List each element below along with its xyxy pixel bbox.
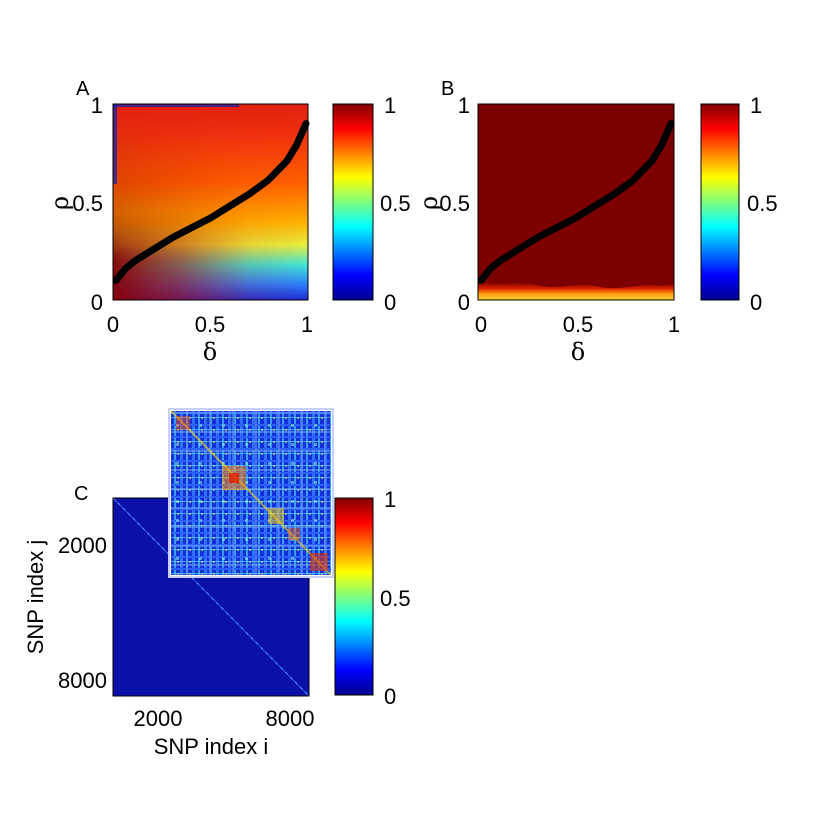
- panel-a-colorbar-tick: 1: [384, 93, 396, 118]
- panel-b-ytick: 1: [458, 93, 470, 118]
- panel-a-xtick: 0: [107, 312, 119, 337]
- panel-b-colorbar-tick: 1: [750, 93, 762, 118]
- panel-c-x-ticks: 2000 8000: [134, 706, 315, 731]
- panel-b-heatmap: [477, 103, 675, 301]
- panel-a: A 1 0.5 0 0 0.5 1 δ ρ 1 0.5 0: [46, 78, 411, 366]
- panel-b-xtick: 0.5: [563, 312, 594, 337]
- panel-c-colorbar-tick: 0.5: [380, 586, 411, 611]
- panel-c-colorbar: 1 0.5 0: [334, 487, 411, 709]
- panel-c-ytick: 2000: [58, 533, 107, 558]
- panel-b-ytick: 0.5: [439, 191, 470, 216]
- panel-b-colorbar: 1 0.5 0: [700, 93, 778, 315]
- panel-a-ytick: 0: [91, 290, 103, 315]
- panel-a-xtick: 0.5: [195, 312, 226, 337]
- panel-c-ylabel: SNP index j: [23, 540, 48, 655]
- panel-b-x-ticks: 0 0.5 1: [475, 312, 680, 337]
- panel-b-ylabel: ρ: [415, 196, 443, 210]
- panel-a-xtick: 1: [301, 312, 313, 337]
- panel-c-xtick: 2000: [134, 706, 183, 731]
- panel-a-colorbar: 1 0.5 0: [332, 93, 411, 315]
- panel-b-letter: B: [441, 78, 454, 100]
- panel-a-ytick: 0.5: [72, 191, 103, 216]
- panel-c-colorbar-tick: 1: [384, 487, 396, 512]
- panel-a-letter: A: [76, 78, 90, 100]
- panel-b: B 1 0.5 0 0 0.5 1 δ ρ 1 0.5 0: [415, 78, 778, 366]
- panel-a-colorbar-tick: 0.5: [380, 191, 411, 216]
- panel-b-colorbar-tick: 0: [750, 290, 762, 315]
- panel-a-colorbar-tick: 0: [384, 290, 396, 315]
- panel-b-xtick: 0: [475, 312, 487, 337]
- panel-c-xlabel: SNP index i: [154, 734, 269, 759]
- panel-a-ytick: 1: [91, 93, 103, 118]
- panel-b-xlabel: δ: [571, 338, 585, 366]
- panel-a-y-ticks: 1 0.5 0: [72, 93, 103, 315]
- panel-a-xlabel: δ: [203, 338, 217, 366]
- panel-c-y-ticks: 2000 8000: [58, 533, 107, 693]
- panel-c-letter: C: [74, 483, 88, 505]
- panel-b-xtick: 1: [668, 312, 680, 337]
- panel-a-ylabel: ρ: [46, 196, 74, 210]
- panel-c: C 2000 8000 2000 8000: [23, 408, 411, 759]
- panel-a-transition-curve: [112, 120, 310, 284]
- panel-b-y-ticks: 1 0.5 0: [439, 93, 470, 315]
- panel-c-colorbar-tick: 0: [384, 684, 396, 709]
- panel-a-x-ticks: 0 0.5 1: [107, 312, 313, 337]
- panel-a-heatmap: [112, 103, 309, 301]
- panel-c-inset: [168, 408, 334, 578]
- panel-c-xtick: 8000: [266, 706, 315, 731]
- panel-b-colorbar-tick: 0.5: [747, 191, 778, 216]
- panel-b-ytick: 0: [458, 290, 470, 315]
- panel-b-transition-curve: [477, 120, 675, 284]
- panel-c-ytick: 8000: [58, 668, 107, 693]
